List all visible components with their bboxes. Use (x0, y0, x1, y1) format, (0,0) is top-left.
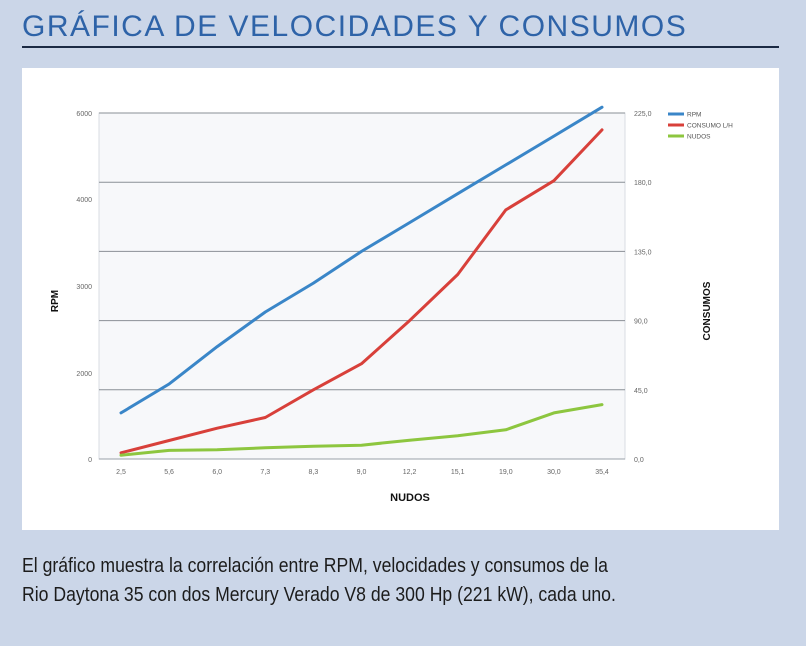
data-point (119, 451, 123, 455)
data-point (552, 411, 556, 415)
y2-tick-label: 0,0 (634, 457, 644, 464)
speed-consumption-chart: 0 2000 3000 4000 6000 0,0 45,0 90,0 135,0 180,0 22… (50, 105, 733, 504)
plot-area (98, 112, 626, 460)
data-point (312, 281, 315, 285)
data-point (600, 128, 604, 132)
data-point (456, 434, 459, 437)
data-point (600, 403, 604, 406)
chart-caption: El gráfico muestra la correlación entre … (22, 551, 684, 609)
data-point (504, 163, 507, 167)
data-point (408, 221, 411, 224)
data-point (456, 192, 459, 195)
x-tick-label: 2,5 (116, 469, 126, 476)
chart-panel: 0 2000 3000 4000 6000 0,0 45,0 90,0 135,0 180,0 22… (22, 68, 779, 530)
data-point (216, 427, 219, 430)
caption-line-1: El gráfico muestra la correlación entre … (22, 554, 608, 577)
legend-label: RPM (687, 112, 701, 119)
data-point (167, 449, 171, 452)
data-point (360, 443, 363, 447)
data-point (119, 453, 123, 457)
data-point (408, 439, 411, 442)
y2-tick-label: 135,0 (634, 249, 652, 256)
data-point (504, 428, 507, 431)
x-tick-label: 6,0 (212, 469, 222, 476)
data-point (216, 448, 219, 451)
data-point (167, 439, 171, 442)
data-point (360, 250, 363, 253)
x-tick-label: 19,0 (499, 469, 513, 476)
x-axis-label: NUDOS (390, 492, 430, 504)
y2-tick-label: 225,0 (634, 111, 652, 118)
title-underline (22, 46, 779, 48)
x-tick-label: 15,1 (451, 469, 465, 476)
caption-line-2: Rio Daytona 35 con dos Mercury Verado V8… (22, 583, 616, 606)
data-point (264, 416, 267, 419)
data-point (600, 106, 604, 109)
y-tick-label: 2000 (76, 371, 92, 378)
x-tick-label: 9,0 (357, 469, 367, 476)
y-axis-label: RPM (50, 290, 61, 312)
x-tick-label: 30,0 (547, 469, 561, 476)
x-tick-label: 5,6 (164, 469, 174, 476)
data-point (552, 179, 556, 182)
data-point (312, 388, 315, 391)
x-tick-label: 7,3 (260, 469, 270, 476)
data-point (552, 134, 556, 138)
y-tick-label: 0 (88, 457, 92, 464)
page-title: GRÁFICA DE VELOCIDADES Y CONSUMOS (22, 10, 688, 43)
y-tick-label: 3000 (76, 284, 92, 291)
x-tick-label: 35,4 (595, 469, 609, 476)
x-tick-label: 12,2 (403, 469, 417, 476)
y2-tick-label: 45,0 (634, 388, 648, 395)
y2-tick-label: 90,0 (634, 319, 648, 326)
data-point (312, 445, 315, 448)
y-tick-label: 4000 (76, 197, 92, 204)
data-point (408, 319, 411, 322)
data-point (504, 208, 507, 212)
data-point (456, 273, 459, 276)
data-point (216, 345, 219, 348)
legend-label: NUDOS (687, 134, 711, 141)
x-tick-label: 8,3 (309, 469, 319, 476)
y2-tick-label: 180,0 (634, 180, 652, 187)
y-tick-label: 6000 (76, 111, 92, 118)
y2-axis-label: CONSUMOS (702, 281, 713, 340)
legend-label: CONSUMO L/H (687, 123, 733, 130)
data-point (360, 362, 363, 365)
data-point (167, 382, 171, 386)
data-point (119, 411, 123, 415)
data-point (264, 446, 267, 449)
data-point (264, 310, 267, 314)
